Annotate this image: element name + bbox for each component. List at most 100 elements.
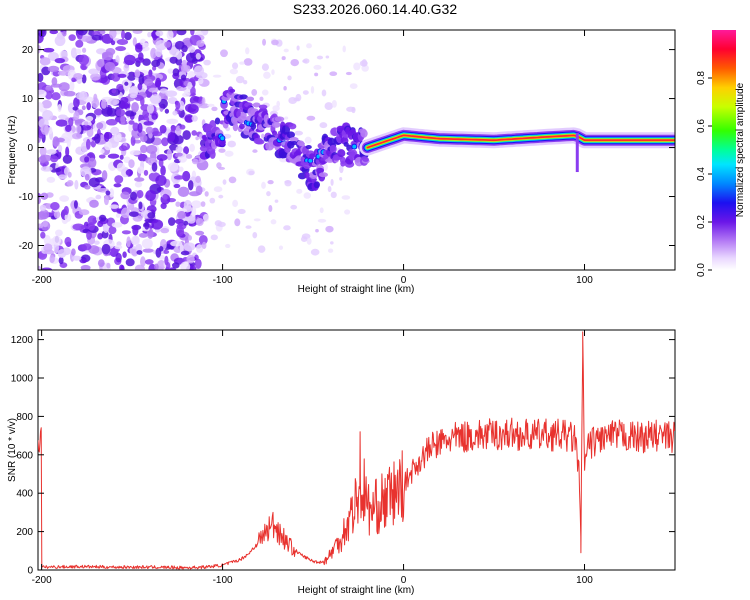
- spectrogram-noise-blob: [43, 47, 55, 53]
- spectrogram-noise-blob: [177, 211, 187, 219]
- spectrogram-noise-blob: [122, 251, 127, 259]
- spectrogram-noise-blob: [183, 199, 192, 211]
- spectrogram-noise-blob: [143, 121, 154, 126]
- spectrogram-noise-blob: [159, 88, 168, 94]
- spectrogram-noise-blob: [262, 38, 267, 46]
- spectrogram-noise-blob: [136, 250, 143, 255]
- spectrogram-noise-blob: [251, 88, 258, 96]
- spectrogram-ridge-blob: [240, 111, 247, 119]
- spectrogram-noise-blob: [198, 103, 210, 109]
- spectrogram-noise-blob: [107, 98, 120, 106]
- spectrogram-noise-blob: [119, 154, 124, 160]
- spectrogram-noise-blob: [142, 248, 154, 253]
- spectrogram-noise-blob: [284, 116, 289, 120]
- spectrogram-noise-blob: [72, 223, 85, 231]
- spectrogram-noise-blob: [125, 169, 134, 177]
- spectrogram-noise-blob: [183, 242, 196, 252]
- spectrogram-noise-blob: [79, 35, 92, 42]
- spectrogram-noise-blob: [207, 103, 215, 107]
- spectrogram-noise-blob: [245, 225, 252, 229]
- spectrogram-noise-blob: [212, 74, 222, 78]
- spectrogram-noise-blob: [95, 194, 102, 200]
- spectrogram-noise-blob: [58, 174, 68, 180]
- spectrogram-noise-blob: [324, 102, 334, 111]
- spectrogram-noise-blob: [310, 85, 315, 94]
- spectrogram-ridge-blob: [239, 123, 245, 130]
- spectrogram-noise-blob: [42, 109, 54, 121]
- spectrogram-noise-blob: [124, 31, 132, 41]
- spectrogram-noise-blob: [248, 170, 255, 176]
- spectrogram-noise-blob: [155, 48, 163, 58]
- spectrogram-y-label: Frequency (Hz): [7, 116, 18, 185]
- spectrogram-noise-blob: [290, 58, 300, 67]
- spectrogram-noise-blob: [345, 71, 352, 76]
- spectrogram-noise-blob: [72, 132, 83, 140]
- spectrogram-y-tick-label: 10: [22, 94, 34, 105]
- spectrogram-noise-blob: [167, 217, 176, 226]
- spectrogram-noise-blob: [191, 130, 198, 136]
- spectrogram-noise-blob: [38, 133, 45, 139]
- spectrogram-noise-blob: [130, 235, 140, 246]
- spectrogram-noise-blob: [172, 110, 178, 116]
- spectrogram-noise-blob: [359, 60, 368, 67]
- spectrogram-noise-blob: [91, 34, 102, 41]
- spectrogram-noise-blob: [151, 59, 161, 68]
- spectrogram-ridge-blob: [286, 131, 296, 139]
- spectrogram-noise-blob: [53, 242, 59, 254]
- spectrogram-noise-blob: [175, 201, 181, 207]
- spectrogram-noise-blob: [68, 34, 76, 42]
- spectrogram-noise-blob: [257, 245, 266, 253]
- spectrogram-noise-blob: [317, 218, 327, 223]
- colorbar-tick-label: 0.4: [696, 167, 707, 181]
- spectrogram-noise-blob: [90, 73, 101, 81]
- spectrogram-noise-blob: [125, 258, 135, 267]
- spectrogram-noise-blob: [252, 231, 258, 239]
- spectrogram-ridge-blob: [362, 157, 369, 162]
- spectrogram-noise-blob: [46, 176, 56, 183]
- spectrogram-noise-blob: [201, 241, 207, 250]
- spectrogram-noise-blob: [144, 78, 154, 87]
- spectrogram-ridge-blob: [209, 150, 216, 159]
- spectrogram-noise-blob: [41, 267, 53, 270]
- spectrogram-noise-blob: [195, 244, 204, 253]
- spectrogram-noise-blob: [145, 189, 156, 201]
- spectrogram-ridge-peak: [219, 135, 226, 142]
- spectrogram-noise-blob: [103, 195, 109, 206]
- spectrogram-noise-blob: [75, 39, 84, 48]
- spectrogram-noise-blob: [67, 171, 72, 178]
- spectrogram-noise-blob: [75, 92, 85, 100]
- spectrogram-noise-blob: [73, 111, 80, 121]
- spectrogram-noise-blob: [137, 166, 145, 174]
- spectrogram-noise-blob: [38, 102, 44, 111]
- spectrogram-noise-blob: [101, 52, 108, 58]
- colorbar-tick-label: 0.0: [696, 263, 707, 277]
- spectrogram-noise-blob: [174, 40, 185, 50]
- spectrogram-noise-blob: [323, 163, 328, 171]
- spectrogram-noise-blob: [288, 96, 298, 104]
- spectrogram-noise-blob: [87, 222, 96, 231]
- spectrogram-noise-blob: [304, 136, 312, 144]
- spectrogram-noise-blob: [171, 262, 180, 269]
- spectrogram-noise-blob: [53, 210, 61, 219]
- spectrogram-ridge-blob: [281, 125, 291, 135]
- spectrogram-noise-blob: [210, 234, 218, 241]
- spectrogram-noise-blob: [63, 205, 69, 216]
- spectrogram-noise-blob: [57, 103, 62, 112]
- spectrogram-ridge-blob: [274, 116, 285, 122]
- spectrogram-noise-blob: [175, 101, 181, 110]
- snr-y-tick-label: 0: [27, 566, 33, 577]
- spectrogram-noise-blob: [102, 223, 110, 233]
- spectrogram-noise-blob: [135, 57, 145, 63]
- spectrogram-noise-blob: [217, 166, 226, 170]
- spectrogram-noise-blob: [158, 98, 168, 109]
- spectrogram-noise-blob: [147, 31, 152, 38]
- spectrogram-noise-blob: [138, 74, 145, 85]
- spectrogram-noise-blob: [57, 249, 67, 258]
- spectrogram-noise-blob: [224, 150, 234, 157]
- spectrogram-noise-blob: [45, 86, 54, 91]
- spectrogram-noise-blob: [148, 87, 159, 93]
- spectrogram-noise-blob: [270, 219, 277, 225]
- spectrogram-noise-blob: [177, 186, 190, 197]
- spectrogram-y-tick-label: 20: [22, 45, 34, 56]
